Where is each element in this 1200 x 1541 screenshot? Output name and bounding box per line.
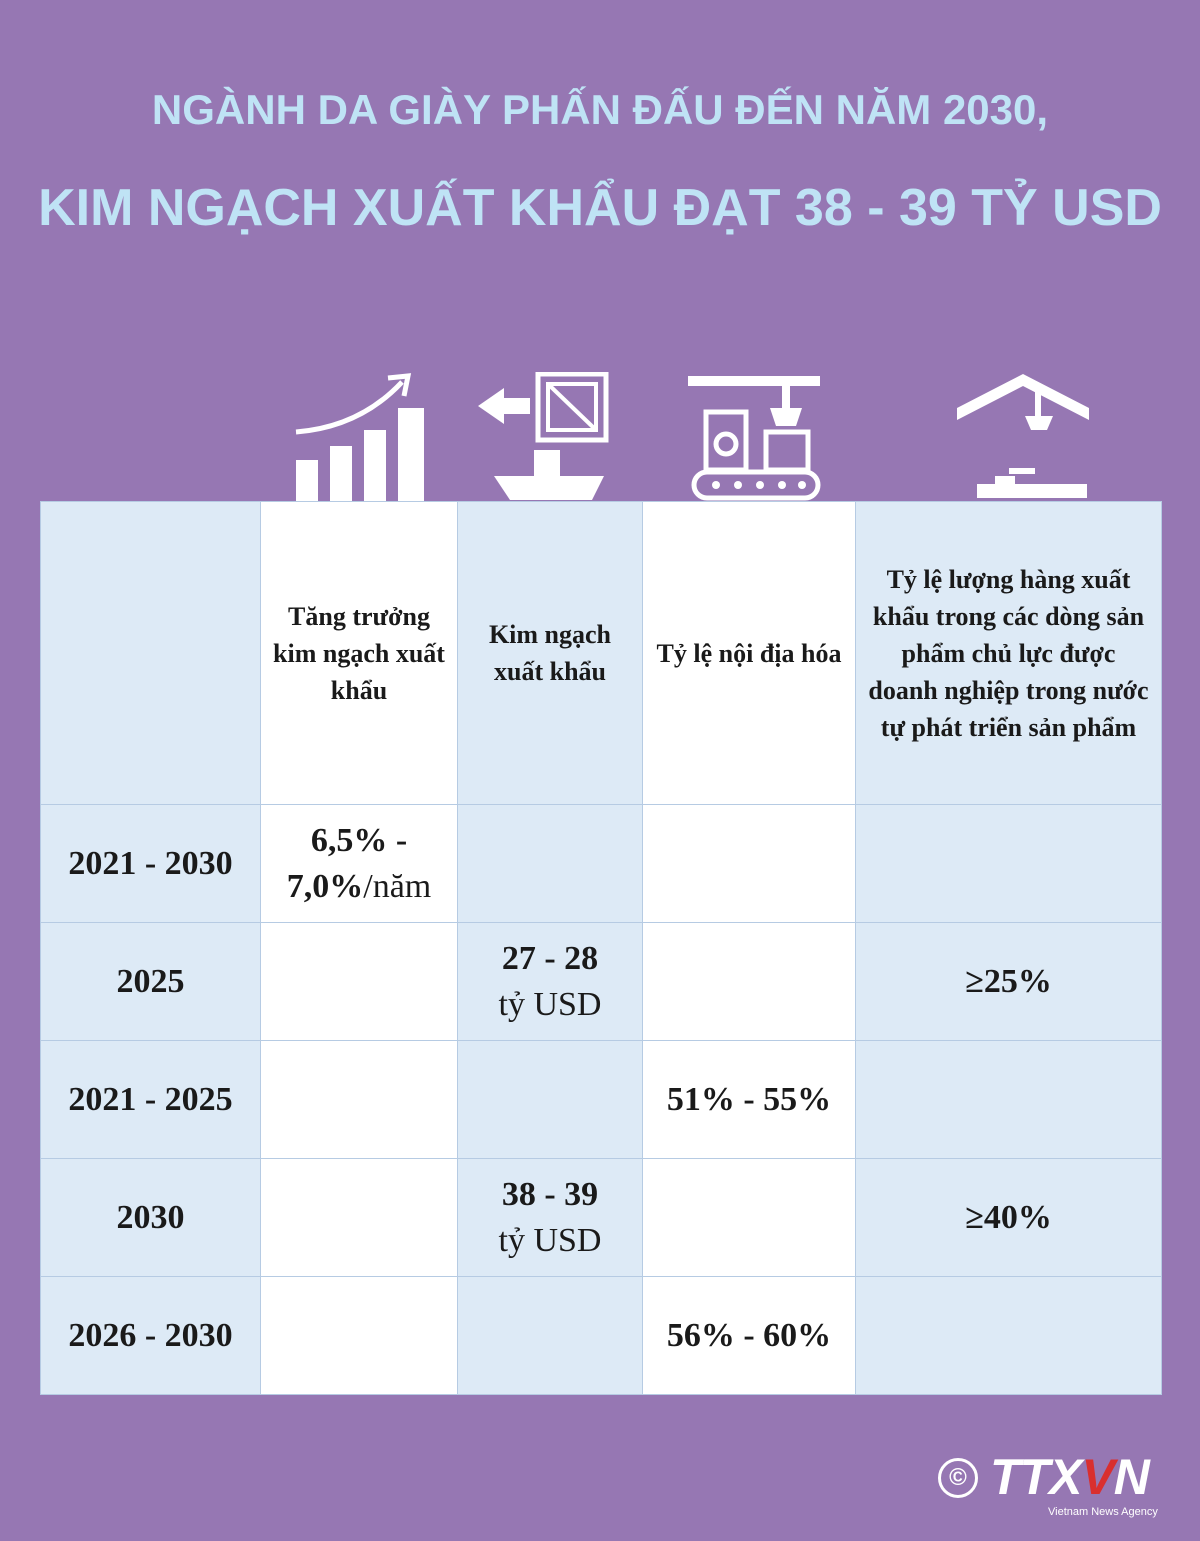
export-unit: tỷ USD <box>498 1221 602 1259</box>
export-value: 38 - 39 <box>501 1175 599 1213</box>
table-row: 2026 - 2030 56% - 60% <box>40 1276 1162 1395</box>
self-dev-cell <box>855 1040 1162 1159</box>
growth-cell <box>260 1040 458 1159</box>
factory-conveyor-icon <box>686 372 826 502</box>
row-period: 2021 - 2030 <box>40 804 261 923</box>
growth-value-a: 6,5% - <box>310 821 408 859</box>
header-self-developed-share: Tỷ lệ lượng hàng xuất khẩu trong các dòn… <box>855 501 1162 805</box>
self-dev-cell <box>855 1276 1162 1395</box>
export-cell <box>457 1276 643 1395</box>
row-period: 2021 - 2025 <box>40 1040 261 1159</box>
export-value: 27 - 28 <box>501 939 599 977</box>
row-period: 2025 <box>40 922 261 1041</box>
localization-cell: 51% - 55% <box>642 1040 856 1159</box>
export-cell: 27 - 28 tỷ USD <box>457 922 643 1041</box>
growth-cell <box>260 1158 458 1277</box>
self-dev-cell: ≥40% <box>855 1158 1162 1277</box>
ttxvn-logo: © TTXVN Vietnam News Agency <box>938 1449 1168 1532</box>
row-period: 2030 <box>40 1158 261 1277</box>
brand-part-v: V <box>1081 1449 1114 1505</box>
table-row: 2025 27 - 28 tỷ USD ≥25% <box>40 922 1162 1041</box>
export-cell: 38 - 39 tỷ USD <box>457 1158 643 1277</box>
row-period: 2026 - 2030 <box>40 1276 261 1395</box>
self-dev-cell: ≥25% <box>855 922 1162 1041</box>
growth-value-b: 7,0% <box>286 867 364 905</box>
localization-cell: 56% - 60% <box>642 1276 856 1395</box>
brand-part-n: N <box>1113 1449 1150 1505</box>
table-row: 2030 38 - 39 tỷ USD ≥40% <box>40 1158 1162 1277</box>
header-export-value: Kim ngạch xuất khẩu <box>457 501 643 805</box>
table-row: 2021 - 2025 51% - 55% <box>40 1040 1162 1159</box>
localization-cell <box>642 804 856 923</box>
table-header-row: Tăng trưởng kim ngạch xuất khẩu Kim ngạc… <box>40 501 1162 805</box>
brand-part-a: TTX <box>990 1449 1082 1505</box>
table-row: 2021 - 2030 6,5% - 7,0%/năm <box>40 804 1162 923</box>
header-growth: Tăng trưởng kim ngạch xuất khẩu <box>260 501 458 805</box>
export-ship-icon <box>474 372 614 502</box>
growth-cell <box>260 922 458 1041</box>
self-dev-cell <box>855 804 1162 923</box>
workshop-crane-icon <box>955 372 1095 502</box>
localization-cell <box>642 922 856 1041</box>
header-localization-rate: Tỷ lệ nội địa hóa <box>642 501 856 805</box>
growth-cell <box>260 1276 458 1395</box>
growth-cell: 6,5% - 7,0%/năm <box>260 804 458 923</box>
page-title-line-2: KIM NGẠCH XUẤT KHẨU ĐẠT 38 - 39 TỶ USD <box>38 179 1162 237</box>
export-unit: tỷ USD <box>498 985 602 1023</box>
localization-cell <box>642 1158 856 1277</box>
export-cell <box>457 804 643 923</box>
growth-unit: /năm <box>363 867 432 905</box>
agency-name: Vietnam News Agency <box>1048 1506 1158 1518</box>
export-cell <box>457 1040 643 1159</box>
growth-chart-icon <box>290 372 430 502</box>
brand-wordmark: TTXVN <box>990 1448 1150 1506</box>
page-title-line-1: NGÀNH DA GIÀY PHẤN ĐẤU ĐẾN NĂM 2030, <box>151 86 1049 133</box>
header-period <box>40 501 261 805</box>
targets-table: Tăng trưởng kim ngạch xuất khẩu Kim ngạc… <box>40 501 1162 1395</box>
copyright-icon: © <box>938 1458 978 1498</box>
